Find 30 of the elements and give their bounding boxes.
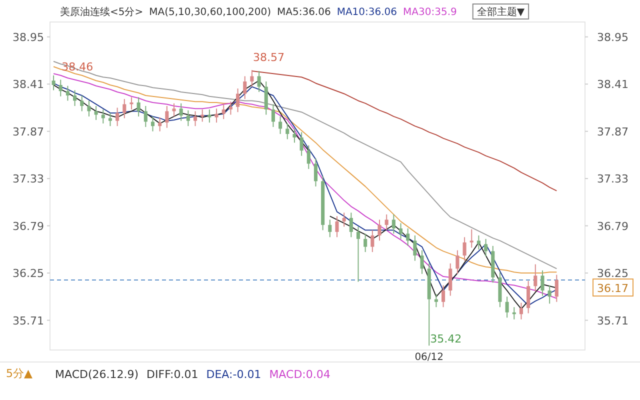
y2-tick-label: 36.79 <box>597 220 628 233</box>
text: MA30:35.9 <box>403 7 457 18</box>
text: DEA:-0.01 <box>206 368 262 381</box>
text: 全部主题▼ <box>476 6 525 18</box>
y-tick-label: 38.95 <box>12 30 44 44</box>
text: MACD(26.12.9) <box>55 368 139 381</box>
annotation: 38.57 <box>252 51 284 64</box>
text: DIFF:0.01 <box>146 368 198 381</box>
text: MA(5,10,30,60,100,200) <box>149 7 272 18</box>
y-tick-label: 35.71 <box>12 314 44 328</box>
text: MA10:36.06 <box>336 7 398 18</box>
y-tick-label: 37.33 <box>12 172 44 186</box>
y-tick-label: 37.87 <box>12 125 44 138</box>
text: MA5:36.06 <box>277 7 331 18</box>
annotation: 35.42 <box>430 332 462 346</box>
y2-tick-label: 38.41 <box>597 78 628 92</box>
text: 美原油连续<5分> <box>60 6 144 18</box>
y-tick-label: 36.79 <box>12 220 44 233</box>
line-series <box>251 70 558 192</box>
y2-tick-label: 38.95 <box>597 30 628 44</box>
x-tick-label: 06/12 <box>414 352 444 363</box>
y2-tick-label: 37.33 <box>597 172 628 186</box>
text: MACD:0.04 <box>269 368 330 381</box>
y2-tick-label: 37.87 <box>597 125 628 138</box>
y-tick-label: 38.41 <box>12 78 44 92</box>
y-tick-label: 36.25 <box>12 267 44 280</box>
ref-line-label: 36.17 <box>597 282 628 296</box>
text: 5分▲ <box>6 367 33 380</box>
y2-tick-label: 35.71 <box>597 314 628 328</box>
y2-tick-label: 36.25 <box>597 267 628 280</box>
